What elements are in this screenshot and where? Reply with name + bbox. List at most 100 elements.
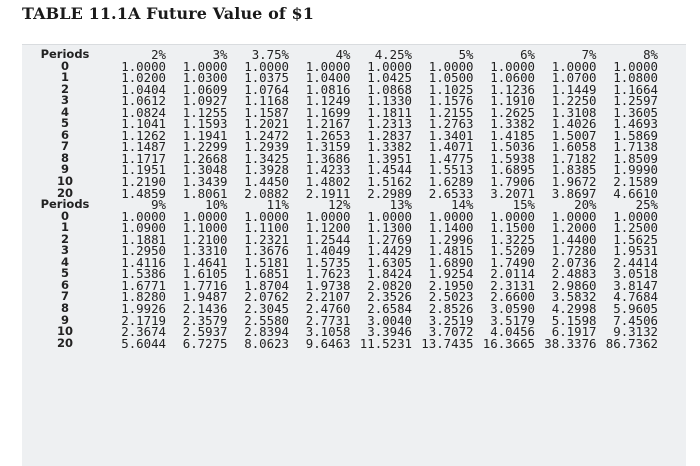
value-cell: 1.7490 xyxy=(490,254,535,270)
period-cell: 1 xyxy=(60,220,69,235)
value-cell: 1.1100 xyxy=(244,220,289,236)
value-cell: 1.0927 xyxy=(182,93,228,109)
value-cell: 1.0609 xyxy=(182,81,228,97)
value-cell: 2.4760 xyxy=(305,301,351,317)
rate-header: 5% xyxy=(458,47,474,62)
value-cell: 1.2597 xyxy=(613,93,658,109)
table-row: 5 1.5386 1.6105 1.6851 1.7623 1.8424 1.9254 2.0… xyxy=(32,268,658,280)
value-cell: 1.2250 xyxy=(551,93,597,109)
value-cell: 1.4802 xyxy=(305,174,351,190)
value-cell: 2.4883 xyxy=(551,266,597,282)
value-cell: 1.2625 xyxy=(490,104,535,120)
rate-header: 10% xyxy=(205,197,228,213)
value-cell: 11.5231 xyxy=(359,335,412,351)
value-cell: 3.5179 xyxy=(490,312,535,328)
value-cell: 1.0000 xyxy=(613,58,658,74)
value-cell: 1.0816 xyxy=(305,81,351,97)
header-row: Periods 9% 10% 11% 12% 13% 14% 15% 20% 25% xyxy=(32,199,658,211)
value-cell: 1.9672 xyxy=(551,174,597,190)
rate-header: 11% xyxy=(266,197,289,213)
value-cell: 1.0700 xyxy=(551,70,597,86)
value-cell: 1.1593 xyxy=(182,116,228,132)
value-cell: 1.1255 xyxy=(182,104,228,120)
value-cell: 2.8394 xyxy=(244,324,289,340)
value-cell: 1.5735 xyxy=(305,254,351,270)
period-cell: 6 xyxy=(60,277,69,292)
period-cell: 10 xyxy=(56,324,73,339)
value-cell: 3.0590 xyxy=(490,301,535,317)
value-cell: 1.9990 xyxy=(613,162,658,178)
period-cell: 2 xyxy=(60,81,69,96)
value-cell: 2.2989 xyxy=(367,185,412,201)
value-cell: 2.0820 xyxy=(367,277,412,293)
value-cell: 1.1487 xyxy=(121,139,166,155)
value-cell: 1.3401 xyxy=(428,127,474,143)
value-cell: 1.0900 xyxy=(121,220,166,236)
table-row: 20 5.6044 6.7275 8.0623 9.6463 11.5231 13.7435… xyxy=(32,335,658,351)
value-cell: 1.5869 xyxy=(613,127,658,143)
period-cell: 5 xyxy=(60,116,69,131)
value-cell: 2.1719 xyxy=(121,312,166,328)
value-cell: 2.3131 xyxy=(490,277,535,293)
value-cell: 2.0762 xyxy=(244,289,289,305)
value-cell: 3.2519 xyxy=(428,312,474,328)
rate-header: 20% xyxy=(574,197,597,213)
value-cell: 6.7275 xyxy=(182,335,228,351)
period-cell: 10 xyxy=(56,174,73,189)
value-cell: 1.7906 xyxy=(490,174,535,190)
rate-header: 8% xyxy=(643,47,658,62)
value-cell: 1.1500 xyxy=(490,220,535,236)
value-cell: 1.7138 xyxy=(613,139,658,155)
value-cell: 1.3108 xyxy=(551,104,597,120)
value-cell: 1.7623 xyxy=(305,266,351,282)
value-cell: 3.8697 xyxy=(551,185,597,201)
value-cell: 1.2000 xyxy=(551,220,597,236)
value-cell: 1.2313 xyxy=(367,116,412,132)
value-cell: 1.4429 xyxy=(367,243,412,259)
table-row: 6 1.1262 1.1941 1.2472 1.2653 1.2837 1.3401 1.4… xyxy=(32,127,658,143)
value-cell: 2.1950 xyxy=(428,277,474,293)
value-cell: 1.4450 xyxy=(244,174,289,190)
value-cell: 4.0456 xyxy=(490,324,535,340)
value-cell: 1.6851 xyxy=(244,266,289,282)
value-cell: 1.4049 xyxy=(305,243,351,259)
value-cell: 1.6771 xyxy=(121,277,166,293)
table-row: 2 1.1881 1.2100 1.2321 1.2544 1.2769 1.2996 1.3… xyxy=(32,231,658,247)
value-cell: 1.5513 xyxy=(428,162,474,178)
value-cell: 1.1330 xyxy=(367,93,412,109)
value-cell: 1.2668 xyxy=(182,150,228,166)
value-cell: 1.1576 xyxy=(428,93,474,109)
value-cell: 1.8704 xyxy=(244,277,289,293)
value-cell: 1.1262 xyxy=(121,127,166,143)
value-cell: 5.1598 xyxy=(551,312,597,328)
value-cell: 2.6584 xyxy=(367,301,412,317)
value-cell: 2.1589 xyxy=(613,174,658,190)
value-cell: 1.0600 xyxy=(490,70,535,86)
rate-header: 6% xyxy=(520,47,535,62)
value-cell: 1.3686 xyxy=(305,150,351,166)
table-row: 6 1.6771 1.7716 1.8704 1.9738 2.0820 2.1950 2.3… xyxy=(32,277,658,293)
value-cell: 1.7182 xyxy=(551,150,597,166)
value-cell: 1.4026 xyxy=(551,116,597,132)
table-row: 8 1.9926 2.1436 2.3045 2.4760 2.6584 2.8526 3.0… xyxy=(32,301,658,317)
value-cell: 1.2100 xyxy=(182,231,228,247)
value-cell: 1.0000 xyxy=(490,58,535,74)
value-cell: 2.5023 xyxy=(428,289,474,305)
value-cell: 1.1400 xyxy=(428,220,474,236)
value-cell: 1.1300 xyxy=(367,220,412,236)
value-cell: 1.1000 xyxy=(182,220,228,236)
value-cell: 1.0404 xyxy=(121,81,166,97)
value-cell: 1.0000 xyxy=(244,208,289,224)
value-cell: 1.0868 xyxy=(367,81,412,97)
value-cell: 16.3665 xyxy=(482,335,535,351)
value-cell: 1.1951 xyxy=(121,162,166,178)
rate-header: 3.75% xyxy=(251,47,289,62)
value-cell: 2.3674 xyxy=(121,324,166,340)
value-cell: 1.5036 xyxy=(490,139,535,155)
value-cell: 1.1881 xyxy=(121,231,166,247)
value-cell: 1.4693 xyxy=(613,116,658,132)
value-cell: 1.9254 xyxy=(428,266,474,282)
value-cell: 1.4400 xyxy=(551,231,597,247)
value-cell: 3.3946 xyxy=(367,324,412,340)
table-row: 0 1.0000 1.0000 1.0000 1.0000 1.0000 1.0000 1.0… xyxy=(32,208,658,224)
